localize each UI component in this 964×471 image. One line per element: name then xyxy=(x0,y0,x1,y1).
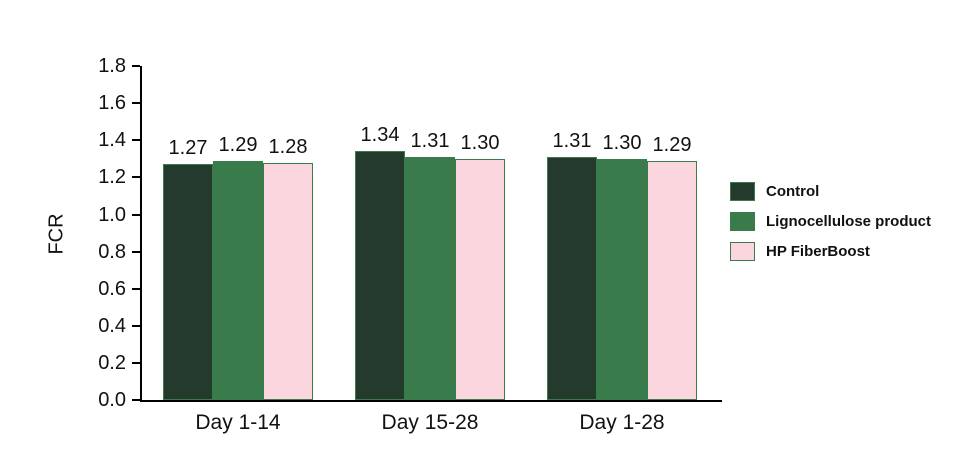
y-axis-tick xyxy=(132,65,140,68)
bar-value-label: 1.28 xyxy=(268,135,308,158)
legend-swatch-control xyxy=(730,182,755,201)
y-axis-tick xyxy=(132,139,140,142)
legend-item: Lignocellulose product xyxy=(730,212,931,242)
legend-swatch-lignocellulose-product xyxy=(730,212,755,231)
bar-control-day-15-28 xyxy=(355,151,405,400)
legend-label: HP FiberBoost xyxy=(766,243,870,260)
legend: Control Lignocellulose product HP FiberBoo… xyxy=(730,182,931,272)
bar-hp-fiberboost-day-1-28 xyxy=(647,160,697,400)
bar-value-label: 1.30 xyxy=(460,131,500,154)
y-axis-tick xyxy=(132,250,140,253)
x-axis-category-label: Day 1-28 xyxy=(579,411,665,434)
y-axis-tick-label: 0.2 xyxy=(98,351,126,374)
y-axis-tick xyxy=(132,176,140,179)
x-axis-category-label: Day 15-28 xyxy=(381,411,479,434)
y-axis-tick-label: 0.6 xyxy=(98,277,126,300)
bar-value-label: 1.31 xyxy=(552,129,592,152)
bar-control-day-1-28 xyxy=(547,156,597,400)
bar-hp-fiberboost-day-15-28 xyxy=(455,158,505,400)
y-axis-tick xyxy=(132,361,140,364)
legend-label: Lignocellulose product xyxy=(766,213,932,230)
legend-swatch-hp-fiberboost xyxy=(730,242,755,261)
y-axis-tick-label: 1.0 xyxy=(98,203,126,226)
bar-control-day-1-14 xyxy=(163,164,213,400)
bar-lignocellulose-product-day-1-14 xyxy=(213,160,263,400)
y-axis-tick-label: 0.4 xyxy=(98,314,126,337)
bar-value-label: 1.31 xyxy=(410,129,450,152)
bar-value-label: 1.29 xyxy=(218,133,258,156)
y-axis-title: FCR xyxy=(45,213,68,255)
y-axis-tick-label: 1.8 xyxy=(98,55,126,78)
y-axis-tick-label: 0.0 xyxy=(98,389,126,411)
y-axis-tick xyxy=(132,399,140,401)
bar-lignocellulose-product-day-15-28 xyxy=(405,156,455,400)
x-axis-category-label: Day 1-14 xyxy=(195,411,281,434)
legend-item: Control xyxy=(730,182,931,212)
y-axis-tick-label: 1.2 xyxy=(98,166,126,189)
y-axis-tick-label: 1.4 xyxy=(98,129,126,152)
y-axis-tick xyxy=(132,102,140,105)
bar-value-label: 1.29 xyxy=(652,133,692,156)
x-axis-line xyxy=(140,400,722,402)
bar-lignocellulose-product-day-1-28 xyxy=(597,158,647,400)
y-axis-tick xyxy=(132,287,140,290)
legend-label: Control xyxy=(766,183,820,200)
legend-item: HP FiberBoost xyxy=(730,242,931,272)
bar-value-label: 1.30 xyxy=(602,131,642,154)
y-axis-tick xyxy=(132,324,140,327)
y-axis-line xyxy=(140,66,142,402)
bar-value-label: 1.27 xyxy=(168,137,208,160)
bar-hp-fiberboost-day-1-14 xyxy=(263,162,313,400)
y-axis-tick-label: 1.6 xyxy=(98,92,126,115)
bar-value-label: 1.34 xyxy=(360,124,400,147)
y-axis-tick-label: 0.8 xyxy=(98,240,126,263)
y-axis-tick xyxy=(132,213,140,216)
